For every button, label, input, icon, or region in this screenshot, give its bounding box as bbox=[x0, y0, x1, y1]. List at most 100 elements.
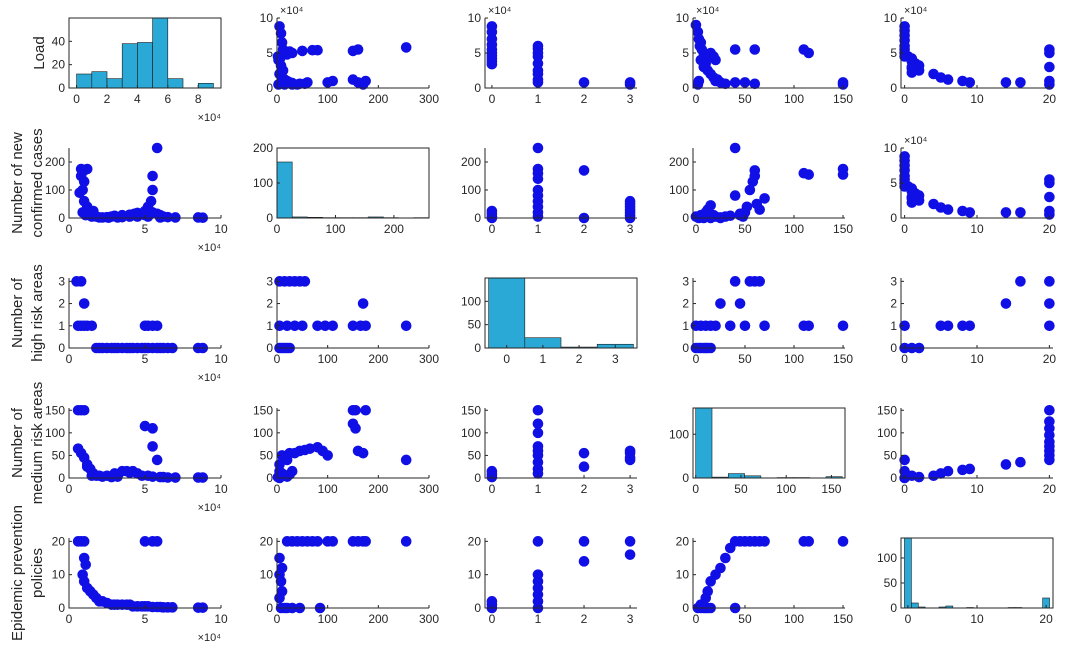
x-tick-label: 150 bbox=[821, 482, 841, 496]
x-tick-label: 10 bbox=[970, 482, 984, 496]
data-point bbox=[739, 77, 751, 88]
y-tick-label: 150 bbox=[461, 403, 481, 417]
panel-r5-c2: 0 100 200 300 0 10 20 bbox=[260, 534, 440, 626]
row-label-line: high risk areas bbox=[29, 264, 46, 362]
data-point bbox=[97, 471, 108, 482]
x-tick-label: 0 bbox=[489, 612, 496, 626]
axis-lines bbox=[692, 278, 845, 349]
y-tick-label: 200 bbox=[669, 155, 689, 169]
data-point bbox=[360, 320, 371, 332]
x-tick-label: 10 bbox=[214, 352, 228, 366]
x-tick-label: 20 bbox=[1043, 92, 1057, 106]
y-tick-label: 0 bbox=[682, 471, 689, 485]
data-point bbox=[624, 77, 636, 88]
hist-bar bbox=[197, 83, 214, 89]
data-point bbox=[899, 454, 910, 466]
data-point bbox=[1000, 459, 1012, 470]
x-tick-label: 10 bbox=[970, 92, 984, 106]
y-tick-label: 100 bbox=[877, 551, 897, 565]
x-tick-label: 5 bbox=[142, 222, 149, 236]
y-tick-label: 0 bbox=[474, 211, 481, 225]
x-tick-label: 0 bbox=[66, 482, 73, 496]
y-tick-label: 50 bbox=[260, 448, 274, 462]
row-label-1: Load bbox=[31, 36, 48, 69]
y-tick-label: 100 bbox=[461, 426, 481, 440]
x-multiplier: ×10⁴ bbox=[198, 632, 222, 644]
y-tick-label: 10 bbox=[260, 11, 274, 25]
data-point bbox=[1044, 61, 1055, 73]
axis-lines bbox=[900, 408, 1053, 479]
data-point bbox=[78, 298, 90, 309]
y-tick-label: 10 bbox=[260, 568, 274, 582]
axis-lines bbox=[692, 148, 845, 219]
axis-lines bbox=[484, 18, 637, 89]
data-point bbox=[906, 61, 918, 73]
x-tick-label: 0 bbox=[66, 352, 73, 366]
data-point bbox=[400, 320, 412, 332]
data-point bbox=[1044, 47, 1055, 59]
x-tick-label: 100 bbox=[784, 612, 804, 626]
data-point bbox=[400, 536, 412, 547]
hist-bar bbox=[106, 78, 123, 89]
y-tick-label: 5 bbox=[890, 46, 897, 60]
data-point bbox=[532, 142, 544, 154]
data-point bbox=[578, 447, 590, 459]
y-multiplier: ×10⁴ bbox=[904, 135, 928, 147]
x-tick-label: 3 bbox=[627, 482, 634, 496]
data-point bbox=[803, 536, 815, 547]
panel-r2-c3: 0 1 2 3 0 100 200 bbox=[461, 142, 637, 236]
data-point bbox=[729, 190, 741, 201]
data-point bbox=[112, 212, 123, 223]
y-tick-label: 0 bbox=[266, 211, 273, 225]
x-multiplier: ×10⁴ bbox=[198, 372, 222, 384]
data-point bbox=[147, 471, 158, 482]
x-tick-label: 100 bbox=[325, 222, 345, 236]
hist-bar bbox=[152, 17, 169, 89]
panel-r1-c5: 0 10 20 0 5 10 ×10⁴ bbox=[884, 5, 1057, 106]
x-tick-label: 0 bbox=[66, 612, 73, 626]
x-tick-label: 5 bbox=[142, 482, 149, 496]
y-tick-label: 100 bbox=[45, 183, 65, 197]
data-point bbox=[729, 77, 741, 88]
data-point bbox=[88, 205, 99, 217]
hist-bar bbox=[76, 73, 93, 89]
x-tick-label: 10 bbox=[970, 352, 984, 366]
x-tick-label: 100 bbox=[784, 222, 804, 236]
y-tick-label: 10 bbox=[468, 11, 482, 25]
data-point bbox=[578, 77, 590, 88]
x-tick-label: 0 bbox=[66, 222, 73, 236]
hist-bar bbox=[91, 71, 108, 89]
data-point bbox=[274, 552, 285, 564]
hist-box bbox=[900, 537, 1054, 609]
hist-box bbox=[484, 277, 638, 349]
row-label-2: Number of new confirmed cases bbox=[9, 128, 46, 237]
data-point bbox=[352, 44, 364, 55]
data-point bbox=[322, 450, 333, 461]
data-point bbox=[741, 201, 753, 213]
data-point bbox=[274, 592, 285, 604]
data-point bbox=[1000, 77, 1012, 88]
y-tick-label: 0 bbox=[474, 601, 481, 615]
y-tick-label: 150 bbox=[45, 403, 65, 417]
x-tick-label: 1 bbox=[535, 612, 542, 626]
data-point bbox=[112, 471, 123, 482]
data-point bbox=[276, 77, 288, 88]
data-point bbox=[942, 204, 954, 215]
data-point bbox=[803, 169, 815, 180]
y-tick-label: 5 bbox=[266, 46, 273, 60]
data-point bbox=[78, 176, 90, 187]
data-point bbox=[1044, 298, 1055, 309]
x-tick-label: 0 bbox=[901, 92, 908, 106]
hist-bar bbox=[167, 78, 184, 89]
panel-r1-c1: 0 2 4 6 8 0 20 40 ×10⁴ bbox=[52, 17, 222, 124]
data-point bbox=[957, 464, 968, 476]
data-point bbox=[281, 320, 293, 332]
data-point bbox=[964, 320, 976, 332]
panel-r2-c5: 0 10 20 0 5 10 ×10⁴ bbox=[884, 135, 1057, 236]
data-point bbox=[695, 54, 707, 66]
data-point bbox=[705, 576, 716, 587]
y-tick-label: 5 bbox=[474, 46, 481, 60]
